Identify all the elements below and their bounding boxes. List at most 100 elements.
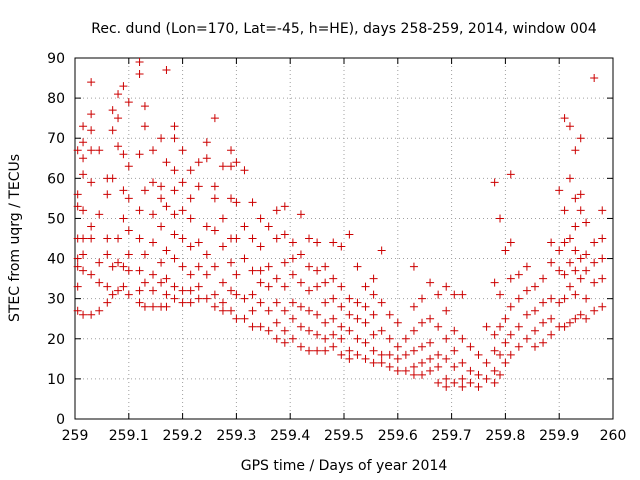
- data-point: [186, 166, 195, 175]
- data-point: [434, 322, 443, 331]
- data-point: [108, 106, 117, 115]
- data-point: [79, 206, 88, 215]
- data-point: [458, 358, 467, 367]
- data-point: [87, 78, 96, 87]
- data-point: [227, 162, 236, 171]
- data-point: [547, 314, 556, 323]
- data-point: [539, 298, 548, 307]
- data-point: [426, 338, 435, 347]
- data-point: [590, 278, 599, 287]
- data-point: [582, 266, 591, 275]
- data-point: [571, 246, 580, 255]
- data-point: [248, 306, 257, 315]
- data-point: [103, 234, 112, 243]
- data-point: [522, 334, 531, 343]
- data-point: [272, 298, 281, 307]
- data-point: [240, 222, 249, 231]
- data-point: [103, 282, 112, 291]
- data-point: [79, 310, 88, 319]
- data-point: [79, 234, 88, 243]
- data-point: [496, 322, 505, 331]
- data-point: [305, 346, 314, 355]
- y-tick-label: 30: [47, 292, 65, 308]
- data-point: [256, 242, 265, 251]
- data-point: [232, 290, 241, 299]
- data-point: [170, 166, 179, 175]
- data-point: [232, 198, 241, 207]
- data-point: [466, 366, 475, 375]
- data-point: [288, 334, 297, 343]
- data-point: [409, 302, 418, 311]
- data-point: [95, 210, 104, 219]
- data-point: [361, 338, 370, 347]
- y-tick-label: 70: [47, 131, 65, 147]
- data-point: [337, 302, 346, 311]
- data-point: [361, 302, 370, 311]
- data-point: [95, 258, 104, 267]
- data-point: [288, 238, 297, 247]
- data-point: [598, 254, 607, 263]
- data-point: [202, 222, 211, 231]
- data-point: [135, 150, 144, 159]
- data-point: [590, 74, 599, 83]
- data-point: [210, 182, 219, 191]
- data-point: [571, 194, 580, 203]
- data-point: [506, 170, 515, 179]
- data-point: [202, 294, 211, 303]
- data-point: [337, 350, 346, 359]
- data-point: [264, 262, 273, 271]
- data-point: [186, 286, 195, 295]
- data-point: [103, 250, 112, 259]
- data-point: [157, 134, 166, 143]
- data-point: [227, 306, 236, 315]
- data-point: [157, 258, 166, 267]
- data-point: [87, 146, 96, 155]
- data-point: [590, 258, 599, 267]
- data-point: [377, 326, 386, 335]
- data-point: [178, 286, 187, 295]
- data-point: [178, 146, 187, 155]
- data-point: [434, 290, 443, 299]
- data-point: [434, 350, 443, 359]
- data-point: [442, 354, 451, 363]
- data-point: [474, 350, 483, 359]
- data-point: [539, 338, 548, 347]
- data-point: [87, 178, 96, 187]
- data-point: [598, 206, 607, 215]
- data-point: [555, 266, 564, 275]
- data-point: [555, 186, 564, 195]
- x-tick-label: 259: [62, 428, 89, 444]
- data-point: [232, 158, 241, 167]
- data-point: [114, 286, 123, 295]
- data-point: [329, 330, 338, 339]
- data-point: [248, 322, 257, 331]
- data-point: [539, 318, 548, 327]
- data-point: [79, 266, 88, 275]
- data-point: [108, 262, 117, 271]
- y-tick-label: 0: [56, 412, 65, 428]
- data-point: [280, 202, 289, 211]
- data-point: [248, 198, 257, 207]
- data-point: [232, 234, 241, 243]
- data-point: [466, 378, 475, 387]
- data-point: [385, 334, 394, 343]
- data-point: [288, 254, 297, 263]
- data-point: [329, 274, 338, 283]
- y-tick-label: 60: [47, 171, 65, 187]
- data-point: [560, 114, 569, 123]
- data-point: [582, 218, 591, 227]
- data-point: [140, 102, 149, 111]
- data-point: [353, 314, 362, 323]
- data-point: [361, 282, 370, 291]
- x-axis-label: GPS time / Days of year 2014: [241, 458, 448, 474]
- x-tick-label: 259.8: [485, 428, 525, 444]
- data-point: [321, 298, 330, 307]
- data-point: [385, 362, 394, 371]
- data-point: [108, 126, 117, 135]
- data-point: [119, 282, 128, 291]
- data-point: [501, 358, 510, 367]
- data-point: [321, 334, 330, 343]
- data-point: [202, 138, 211, 147]
- data-point: [256, 322, 265, 331]
- data-point: [248, 234, 257, 243]
